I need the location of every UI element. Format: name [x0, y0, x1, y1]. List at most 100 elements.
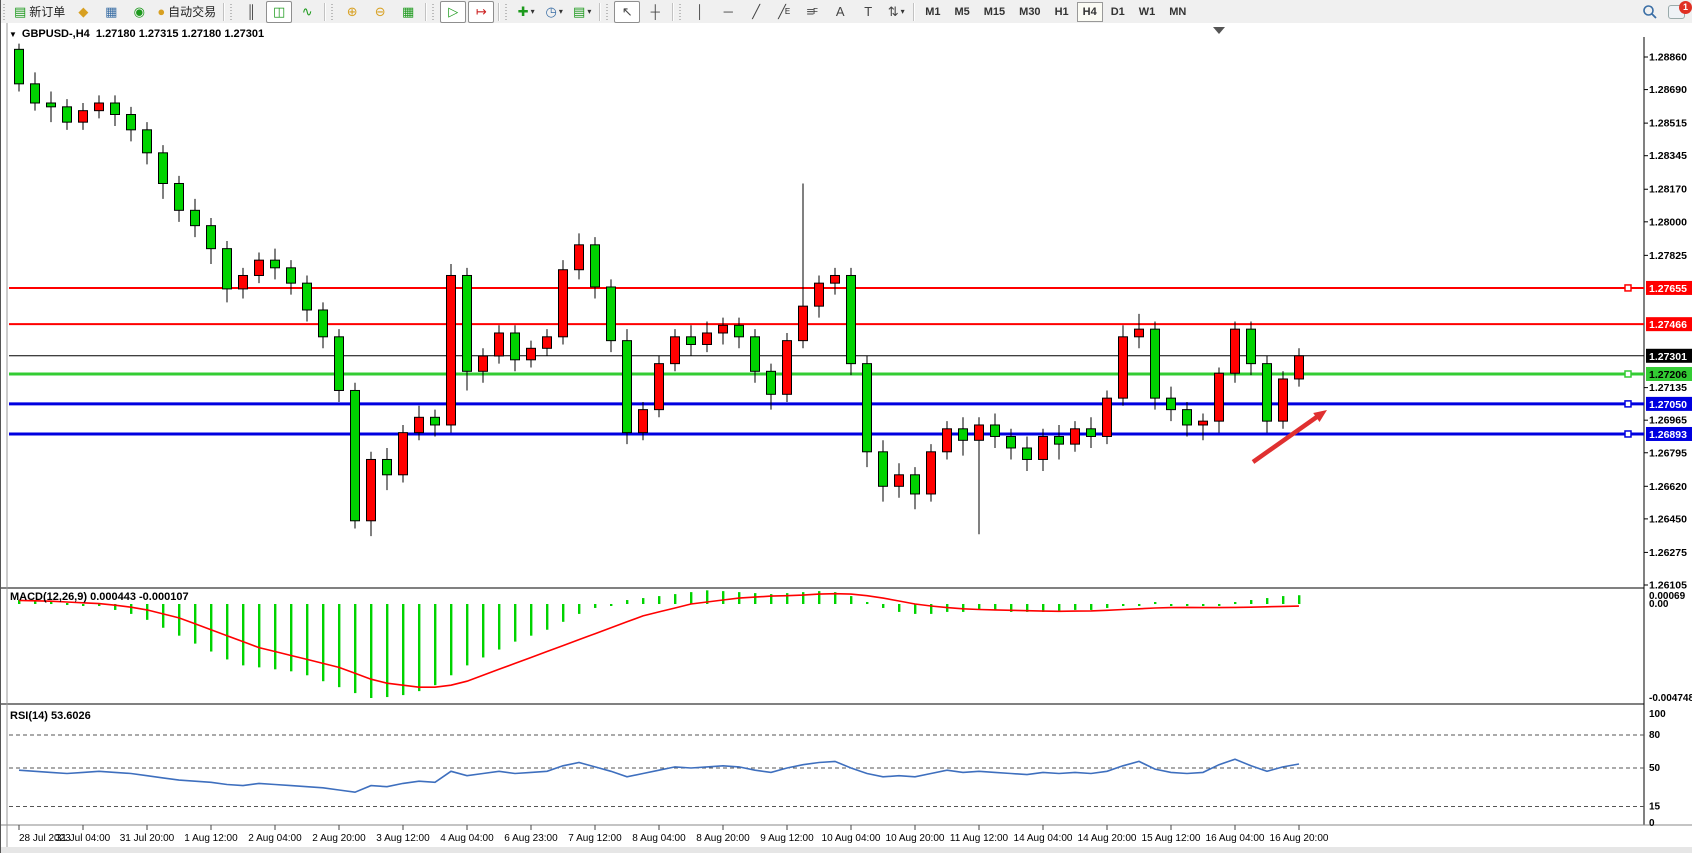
templates-button[interactable]: ▤ ▾	[569, 1, 595, 23]
market-watch-button[interactable]: ◆	[70, 1, 96, 23]
price-badge[interactable]	[1646, 366, 1692, 381]
candlestick-icon: ◫	[273, 4, 286, 19]
annotation-arrow-head[interactable]	[1313, 410, 1327, 422]
candle-bearish	[846, 274, 856, 365]
price-badge[interactable]	[1646, 317, 1692, 332]
price-badge-label: 1.27050	[1649, 399, 1687, 411]
rsi-axis-label: 80	[1649, 730, 1661, 741]
macd-histogram-bar	[354, 604, 357, 694]
macd-histogram-bar	[418, 604, 421, 692]
candle-bearish	[206, 225, 216, 250]
macd-histogram-bar	[1122, 604, 1125, 606]
timeframe-button-m30[interactable]: M30	[1019, 5, 1041, 18]
zoom-in-button[interactable]: ⊕	[339, 1, 365, 23]
timeframe-button-m1[interactable]: M1	[925, 5, 941, 18]
timeframe-button-w1[interactable]: W1	[1138, 5, 1156, 18]
chart-collapse-icon[interactable]: ▼	[9, 30, 17, 39]
candle-bearish	[174, 182, 184, 211]
notifications-button[interactable]: 1	[1668, 0, 1692, 19]
candle-bullish	[638, 409, 648, 434]
trendline-button[interactable]: ╱	[743, 1, 769, 23]
timeframe-button-m5[interactable]: M5	[954, 5, 970, 18]
chevron-down-icon[interactable]: ▾	[530, 7, 535, 16]
auto-trading-button-label: 自动交易	[168, 5, 217, 19]
candle-bullish	[478, 355, 488, 372]
bar-chart-button[interactable]: ║	[238, 1, 264, 23]
macd-pane[interactable]	[9, 590, 1644, 703]
candle-bullish	[574, 244, 584, 271]
text-button[interactable]: A	[827, 1, 853, 23]
price-badge-label: 1.26893	[1649, 429, 1687, 441]
line-drag-handle[interactable]	[1624, 284, 1632, 292]
macd-histogram-bar	[258, 604, 261, 668]
macd-histogram-bar	[498, 604, 501, 650]
macd-axis-label: 0.00	[1649, 599, 1669, 610]
timeframe-button-m15[interactable]: M15	[983, 5, 1006, 18]
price-badge[interactable]	[1646, 396, 1692, 411]
price-axis-label: 1.28170	[1649, 184, 1687, 196]
macd-histogram-bar	[66, 603, 69, 606]
candle-bullish	[1102, 397, 1112, 437]
indicators-button[interactable]: ✚ ▾	[513, 1, 539, 23]
zoom-out-button[interactable]: ⊖	[367, 1, 393, 23]
macd-histogram-bar	[530, 604, 533, 636]
macd-histogram-bar	[1218, 604, 1221, 606]
crosshair-button[interactable]: ┼	[642, 1, 668, 23]
price-badge[interactable]	[1646, 348, 1692, 363]
new-order-button[interactable]: ▤ 新订单	[11, 1, 68, 23]
rsi-pane[interactable]	[9, 706, 1644, 825]
candle-bearish	[430, 416, 440, 426]
chart-window[interactable]: 1.28860 1.28690 1.28515 1.28345 1.28170 1.280…	[1, 23, 1692, 853]
periods-button[interactable]: ◷ ▾	[541, 1, 567, 23]
candle-bearish	[30, 83, 40, 104]
candle-bearish	[190, 209, 200, 227]
candle-bullish	[654, 363, 664, 411]
candlestick-chart-button[interactable]: ◫	[266, 0, 293, 23]
candle-bearish	[734, 324, 744, 338]
macd-histogram-bar	[130, 604, 133, 614]
auto-trading-button[interactable]: ● 自动交易	[154, 1, 219, 23]
time-axis-label: 2 Aug 04:00	[248, 833, 302, 844]
cursor-button[interactable]: ↖	[614, 0, 641, 23]
candle-bearish	[590, 244, 600, 288]
signals-button[interactable]: ◉	[126, 1, 152, 23]
timeframe-button-d1[interactable]: D1	[1110, 5, 1125, 18]
auto-scroll-button[interactable]: ▷	[440, 0, 467, 23]
price-pane[interactable]	[9, 44, 1644, 586]
annotation-arrow[interactable]	[1251, 412, 1323, 464]
tile-windows-button[interactable]: ▦	[395, 1, 421, 23]
line-drag-handle[interactable]	[1624, 370, 1632, 378]
price-badge-label: 1.27301	[1649, 351, 1687, 363]
chart-canvas[interactable]: 1.28860 1.28690 1.28515 1.28345 1.28170 1.280…	[1, 23, 1692, 853]
chevron-down-icon[interactable]: ▾	[587, 7, 592, 16]
line-chart-button[interactable]: ∿	[294, 1, 320, 23]
horizontal-line-icon: ─	[723, 4, 733, 19]
macd-histogram-bar	[1250, 600, 1253, 604]
search-icon[interactable]	[1642, 4, 1658, 20]
channel-icon: ╱	[778, 4, 786, 19]
text-label-button[interactable]: T	[855, 1, 881, 23]
chart-shift-button[interactable]: ↦	[468, 0, 495, 23]
arrows-button[interactable]: ⇅ ▾	[883, 1, 909, 23]
equidistant-channel-button[interactable]: ╱ E	[771, 1, 797, 23]
line-drag-handle[interactable]	[1624, 400, 1632, 408]
time-axis-label: 4 Aug 04:00	[440, 833, 494, 844]
macd-histogram-bar	[1202, 604, 1205, 606]
price-badge[interactable]	[1646, 280, 1692, 295]
chevron-down-icon[interactable]: ▾	[558, 7, 563, 16]
charts-button[interactable]: ▦	[98, 1, 124, 23]
horizontal-line-button[interactable]: ─	[715, 1, 741, 23]
timeframe-button-h4[interactable]: H4	[1076, 1, 1103, 22]
candle-bearish	[750, 336, 760, 372]
fibonacci-button[interactable]: ≡ F	[799, 1, 825, 23]
line-drag-handle[interactable]	[1624, 430, 1632, 438]
price-badge[interactable]	[1646, 426, 1692, 441]
chart-shift-marker-icon[interactable]	[1213, 27, 1225, 34]
chevron-down-icon[interactable]: ▾	[900, 7, 905, 16]
timeframe-button-h1[interactable]: H1	[1054, 5, 1069, 18]
candle-bearish	[1150, 328, 1160, 399]
price-badge-label: 1.27655	[1649, 283, 1687, 295]
timeframe-button-mn[interactable]: MN	[1169, 5, 1187, 18]
macd-histogram-bar	[306, 604, 309, 676]
vertical-line-button[interactable]: │	[687, 1, 713, 23]
